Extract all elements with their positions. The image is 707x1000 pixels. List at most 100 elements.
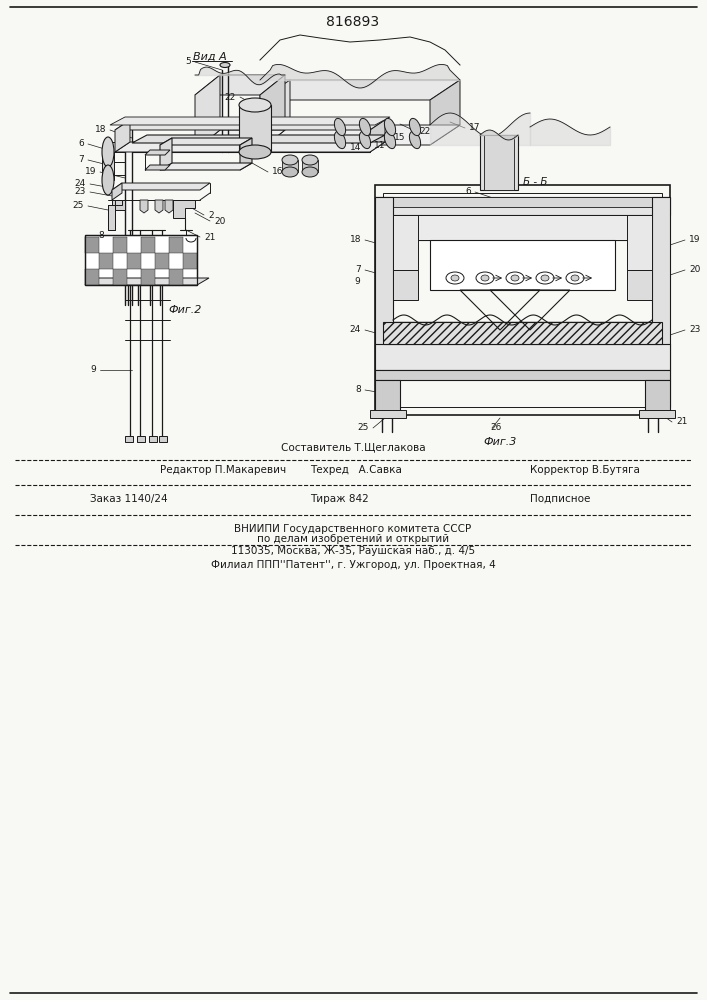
Text: 9: 9 — [90, 365, 96, 374]
Text: 19: 19 — [85, 167, 96, 176]
Polygon shape — [160, 163, 252, 170]
Ellipse shape — [102, 137, 114, 167]
Text: 26: 26 — [491, 424, 502, 432]
Text: Филиал ППП''Патент'', г. Ужгород, ул. Проектная, 4: Филиал ППП''Патент'', г. Ужгород, ул. Пр… — [211, 560, 496, 570]
Ellipse shape — [476, 272, 494, 284]
Polygon shape — [195, 75, 220, 150]
Bar — [375, 197, 393, 407]
Polygon shape — [85, 278, 209, 285]
Text: 21: 21 — [204, 232, 216, 241]
Polygon shape — [260, 75, 285, 150]
Text: 113035, Москва, Ж-35, Раушская наб., д. 4/5: 113035, Москва, Ж-35, Раушская наб., д. … — [231, 546, 475, 556]
Text: 9: 9 — [354, 277, 360, 286]
Text: Редактор П.Макаревич: Редактор П.Макаревич — [160, 465, 286, 475]
Polygon shape — [112, 183, 210, 190]
Ellipse shape — [566, 272, 584, 284]
Bar — [137, 436, 145, 442]
Ellipse shape — [481, 275, 489, 281]
Ellipse shape — [282, 167, 298, 177]
Text: 14: 14 — [350, 143, 361, 152]
Text: Подписное: Подписное — [530, 494, 590, 504]
Bar — [375, 380, 400, 415]
Polygon shape — [115, 142, 385, 152]
Text: 7: 7 — [355, 265, 361, 274]
Bar — [113, 237, 127, 253]
Bar — [141, 237, 155, 253]
Bar — [85, 269, 99, 285]
Ellipse shape — [385, 131, 396, 149]
Polygon shape — [260, 80, 460, 100]
Text: Заказ 1140/24: Заказ 1140/24 — [90, 494, 168, 504]
Polygon shape — [195, 75, 285, 95]
Text: Техред   А.Савка: Техред А.Савка — [310, 465, 402, 475]
Text: Б - Б: Б - Б — [522, 177, 547, 187]
Polygon shape — [370, 120, 385, 152]
Bar — [627, 215, 652, 270]
Ellipse shape — [409, 118, 421, 136]
Ellipse shape — [536, 272, 554, 284]
Polygon shape — [260, 80, 290, 145]
Text: 8: 8 — [98, 232, 104, 240]
Ellipse shape — [446, 272, 464, 284]
Text: 19: 19 — [689, 235, 701, 244]
Bar — [430, 240, 615, 290]
Bar — [302, 160, 318, 172]
Bar — [85, 235, 197, 285]
Text: Фиг.3: Фиг.3 — [484, 437, 517, 447]
Ellipse shape — [239, 98, 271, 112]
Text: 22: 22 — [419, 126, 431, 135]
Text: по делам изобретений и открытий: по делам изобретений и открытий — [257, 534, 449, 544]
Ellipse shape — [571, 275, 579, 281]
Text: 8: 8 — [355, 385, 361, 394]
Bar — [85, 235, 197, 285]
Text: 17: 17 — [469, 123, 481, 132]
Text: 21: 21 — [676, 418, 687, 426]
Bar — [375, 344, 670, 370]
Bar — [149, 436, 157, 442]
Polygon shape — [160, 138, 172, 170]
Bar — [169, 237, 183, 253]
Ellipse shape — [511, 275, 519, 281]
Ellipse shape — [451, 275, 459, 281]
Bar — [645, 380, 670, 415]
Bar — [99, 253, 113, 269]
Ellipse shape — [359, 118, 370, 136]
Text: 20: 20 — [689, 265, 701, 274]
Bar — [155, 253, 169, 269]
Polygon shape — [108, 200, 122, 230]
Bar — [484, 135, 514, 190]
Text: 25: 25 — [358, 424, 369, 432]
Bar — [370, 410, 406, 418]
Polygon shape — [430, 80, 460, 145]
Bar — [375, 185, 670, 415]
Bar — [375, 197, 670, 215]
Text: 2: 2 — [208, 211, 214, 220]
Ellipse shape — [541, 275, 549, 281]
Ellipse shape — [282, 155, 298, 165]
Text: 22: 22 — [225, 93, 236, 102]
Polygon shape — [195, 130, 285, 150]
Text: Вид А: Вид А — [193, 52, 227, 62]
Text: Фиг.2: Фиг.2 — [168, 305, 201, 315]
Text: 18: 18 — [95, 125, 106, 134]
Text: 11: 11 — [374, 140, 385, 149]
Ellipse shape — [334, 118, 346, 136]
Text: 5: 5 — [185, 57, 191, 66]
Bar — [113, 269, 127, 285]
Bar — [127, 253, 141, 269]
Text: 7: 7 — [78, 155, 84, 164]
Bar — [239, 105, 271, 152]
Polygon shape — [173, 200, 195, 218]
Ellipse shape — [239, 145, 271, 159]
Text: 24: 24 — [75, 180, 86, 188]
Bar — [639, 410, 675, 418]
Polygon shape — [240, 138, 252, 170]
Bar — [393, 215, 418, 270]
Ellipse shape — [334, 131, 346, 149]
Text: 18: 18 — [349, 235, 361, 244]
Polygon shape — [145, 150, 170, 155]
Text: 816893: 816893 — [327, 15, 380, 29]
Polygon shape — [112, 183, 122, 200]
Bar — [480, 135, 518, 190]
Polygon shape — [165, 200, 173, 213]
